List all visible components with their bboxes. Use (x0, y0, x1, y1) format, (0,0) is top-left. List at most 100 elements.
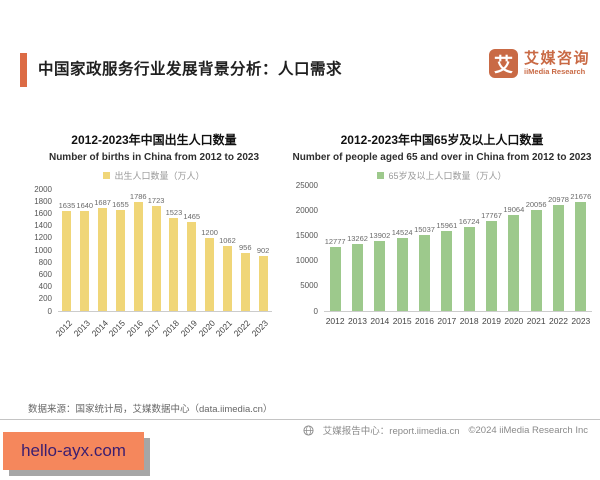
brand-name-cn: 艾媒咨询 (523, 50, 590, 67)
bar-value-label: 20056 (525, 199, 547, 209)
chart-title: 2012-2023年中国出生人口数量 (71, 133, 237, 147)
title-accent-bar (20, 53, 27, 87)
bar-value-label: 20978 (548, 195, 569, 205)
x-tick-label: 2018 (459, 316, 479, 326)
bar-2020 (508, 214, 520, 311)
births-plot-area: 0 200 400 600 800 1000 1200 1400 1600 1800 2000 163… (30, 184, 278, 356)
bar-value-label: 1687 (94, 198, 111, 208)
bar-value-label: 1200 (201, 227, 218, 237)
footer: 艾媒报告中心：report.iimedia.cn ©2024 iiMedia R… (303, 423, 588, 437)
y-tick-label: 0 (313, 306, 318, 316)
x-axis-line (324, 311, 592, 312)
bar-2016 (419, 235, 430, 311)
bar-2023 (258, 255, 268, 311)
bar-value-label: 1635 (58, 201, 76, 211)
watermark-badge: hello-ayx.com (3, 432, 144, 470)
bar-2015 (115, 210, 125, 311)
x-tick-label: 2015 (392, 316, 412, 326)
y-tick-label: 800 (38, 257, 52, 267)
bar-2014 (374, 240, 386, 311)
y-tick-label: 200 (38, 294, 52, 304)
bar-value-label: 1465 (183, 211, 201, 221)
y-tick-label: 600 (38, 269, 52, 279)
bar-value-label: 12777 (324, 236, 346, 246)
bar-value-label: 902 (256, 245, 270, 255)
x-tick-label: 2017 (437, 316, 457, 326)
page-title: 中国家政服务行业发展背景分析：人口需求 (38, 61, 343, 78)
elderly-plot-area: 0 5000 10000 15000 20000 25000 12777 2012 13262 2… (288, 180, 596, 356)
bar-value-label: 956 (238, 242, 252, 252)
bar-value-label: 1640 (76, 200, 94, 210)
bar-value-label: 13902 (369, 230, 391, 240)
bar-value-label: 1062 (219, 236, 236, 246)
bar-2023 (575, 201, 587, 311)
footer-divider (0, 419, 600, 420)
bar-2013 (80, 210, 90, 311)
bar-2018 (169, 218, 179, 311)
births-bar-chart: 2012-2023年中国出生人口数量 Number of births in C… (30, 131, 278, 356)
bar-2014 (98, 208, 108, 311)
bar-2022 (553, 205, 564, 311)
brand-logo: 艾 艾媒咨询 iiMedia Research (488, 49, 590, 78)
legend-swatch-icon (377, 172, 385, 179)
y-tick-label: 1200 (34, 233, 52, 243)
chart-subtitle: Number of people aged 65 and over in Chi… (292, 152, 592, 163)
bar-value-label: 15037 (414, 225, 435, 235)
x-axis-line (58, 311, 272, 312)
x-tick-label: 2023 (571, 316, 591, 326)
x-tick-label: 2013 (348, 316, 367, 326)
bar-2017 (441, 230, 453, 311)
chart-legend: 65岁及以上人口数量（万人） (288, 169, 596, 182)
chart-title: 2012-2023年中国65岁及以上人口数量 (340, 133, 544, 147)
brand-name-en: iiMedia Research (523, 67, 586, 76)
bar-value-label: 1523 (165, 208, 183, 218)
globe-icon (303, 424, 314, 436)
legend-label: 出生人口数量（万人） (114, 171, 205, 181)
bar-2022 (240, 252, 250, 311)
bar-value-label: 14524 (391, 227, 413, 237)
bar-2017 (151, 205, 161, 311)
copyright-text: ©2024 iiMedia Research Inc (468, 424, 588, 436)
bar-value-label: 16724 (458, 216, 480, 226)
report-center-link: 艾媒报告中心：report.iimedia.cn (322, 426, 460, 437)
x-tick-label: 2014 (370, 316, 390, 326)
bar-value-label: 19064 (503, 204, 525, 214)
bar-2012 (329, 246, 341, 311)
y-tick-label: 1400 (34, 221, 52, 231)
x-tick-label: 2020 (504, 316, 524, 326)
bar-value-label: 13262 (347, 234, 368, 244)
y-tick-label: 1800 (34, 196, 52, 206)
bar-2013 (352, 244, 363, 311)
x-tick-label: 2022 (549, 316, 568, 326)
iimedia-logo-icon: 艾 (488, 49, 518, 78)
x-tick-label: 2012 (325, 316, 345, 326)
bar-value-label: 15961 (436, 220, 458, 230)
bar-2021 (222, 246, 232, 311)
brand-text: 艾媒咨询 iiMedia Research (523, 50, 590, 77)
chart-subtitle: Number of births in China from 2012 to 2… (48, 152, 260, 163)
bar-2012 (62, 211, 72, 311)
y-tick-label: 0 (47, 306, 52, 316)
y-tick-label: 2000 (34, 184, 52, 194)
y-tick-label: 10000 (295, 256, 318, 266)
bar-2016 (133, 202, 143, 311)
y-tick-label: 20000 (295, 205, 318, 215)
legend-swatch-icon (103, 172, 111, 179)
bar-2020 (205, 237, 215, 311)
legend-label: 65岁及以上人口数量（万人） (388, 171, 507, 181)
bar-2019 (187, 221, 197, 311)
bar-2018 (463, 226, 475, 311)
bar-2021 (530, 209, 542, 311)
y-tick-label: 1000 (34, 245, 52, 255)
bar-value-label: 17767 (481, 211, 502, 221)
chart-legend: 出生人口数量（万人） (30, 169, 278, 182)
bar-value-label: 21676 (570, 191, 592, 201)
bar-value-label: 1786 (129, 192, 147, 202)
data-source-note: 数据来源：国家统计局，艾媒数据中心（data.iimedia.cn） (28, 404, 273, 415)
y-tick-label: 25000 (295, 180, 318, 190)
y-tick-label: 15000 (295, 230, 318, 240)
elderly-bar-chart: 2012-2023年中国65岁及以上人口数量 Number of people … (288, 131, 596, 356)
bar-value-label: 1655 (112, 200, 129, 210)
x-tick-label: 2021 (526, 316, 546, 326)
